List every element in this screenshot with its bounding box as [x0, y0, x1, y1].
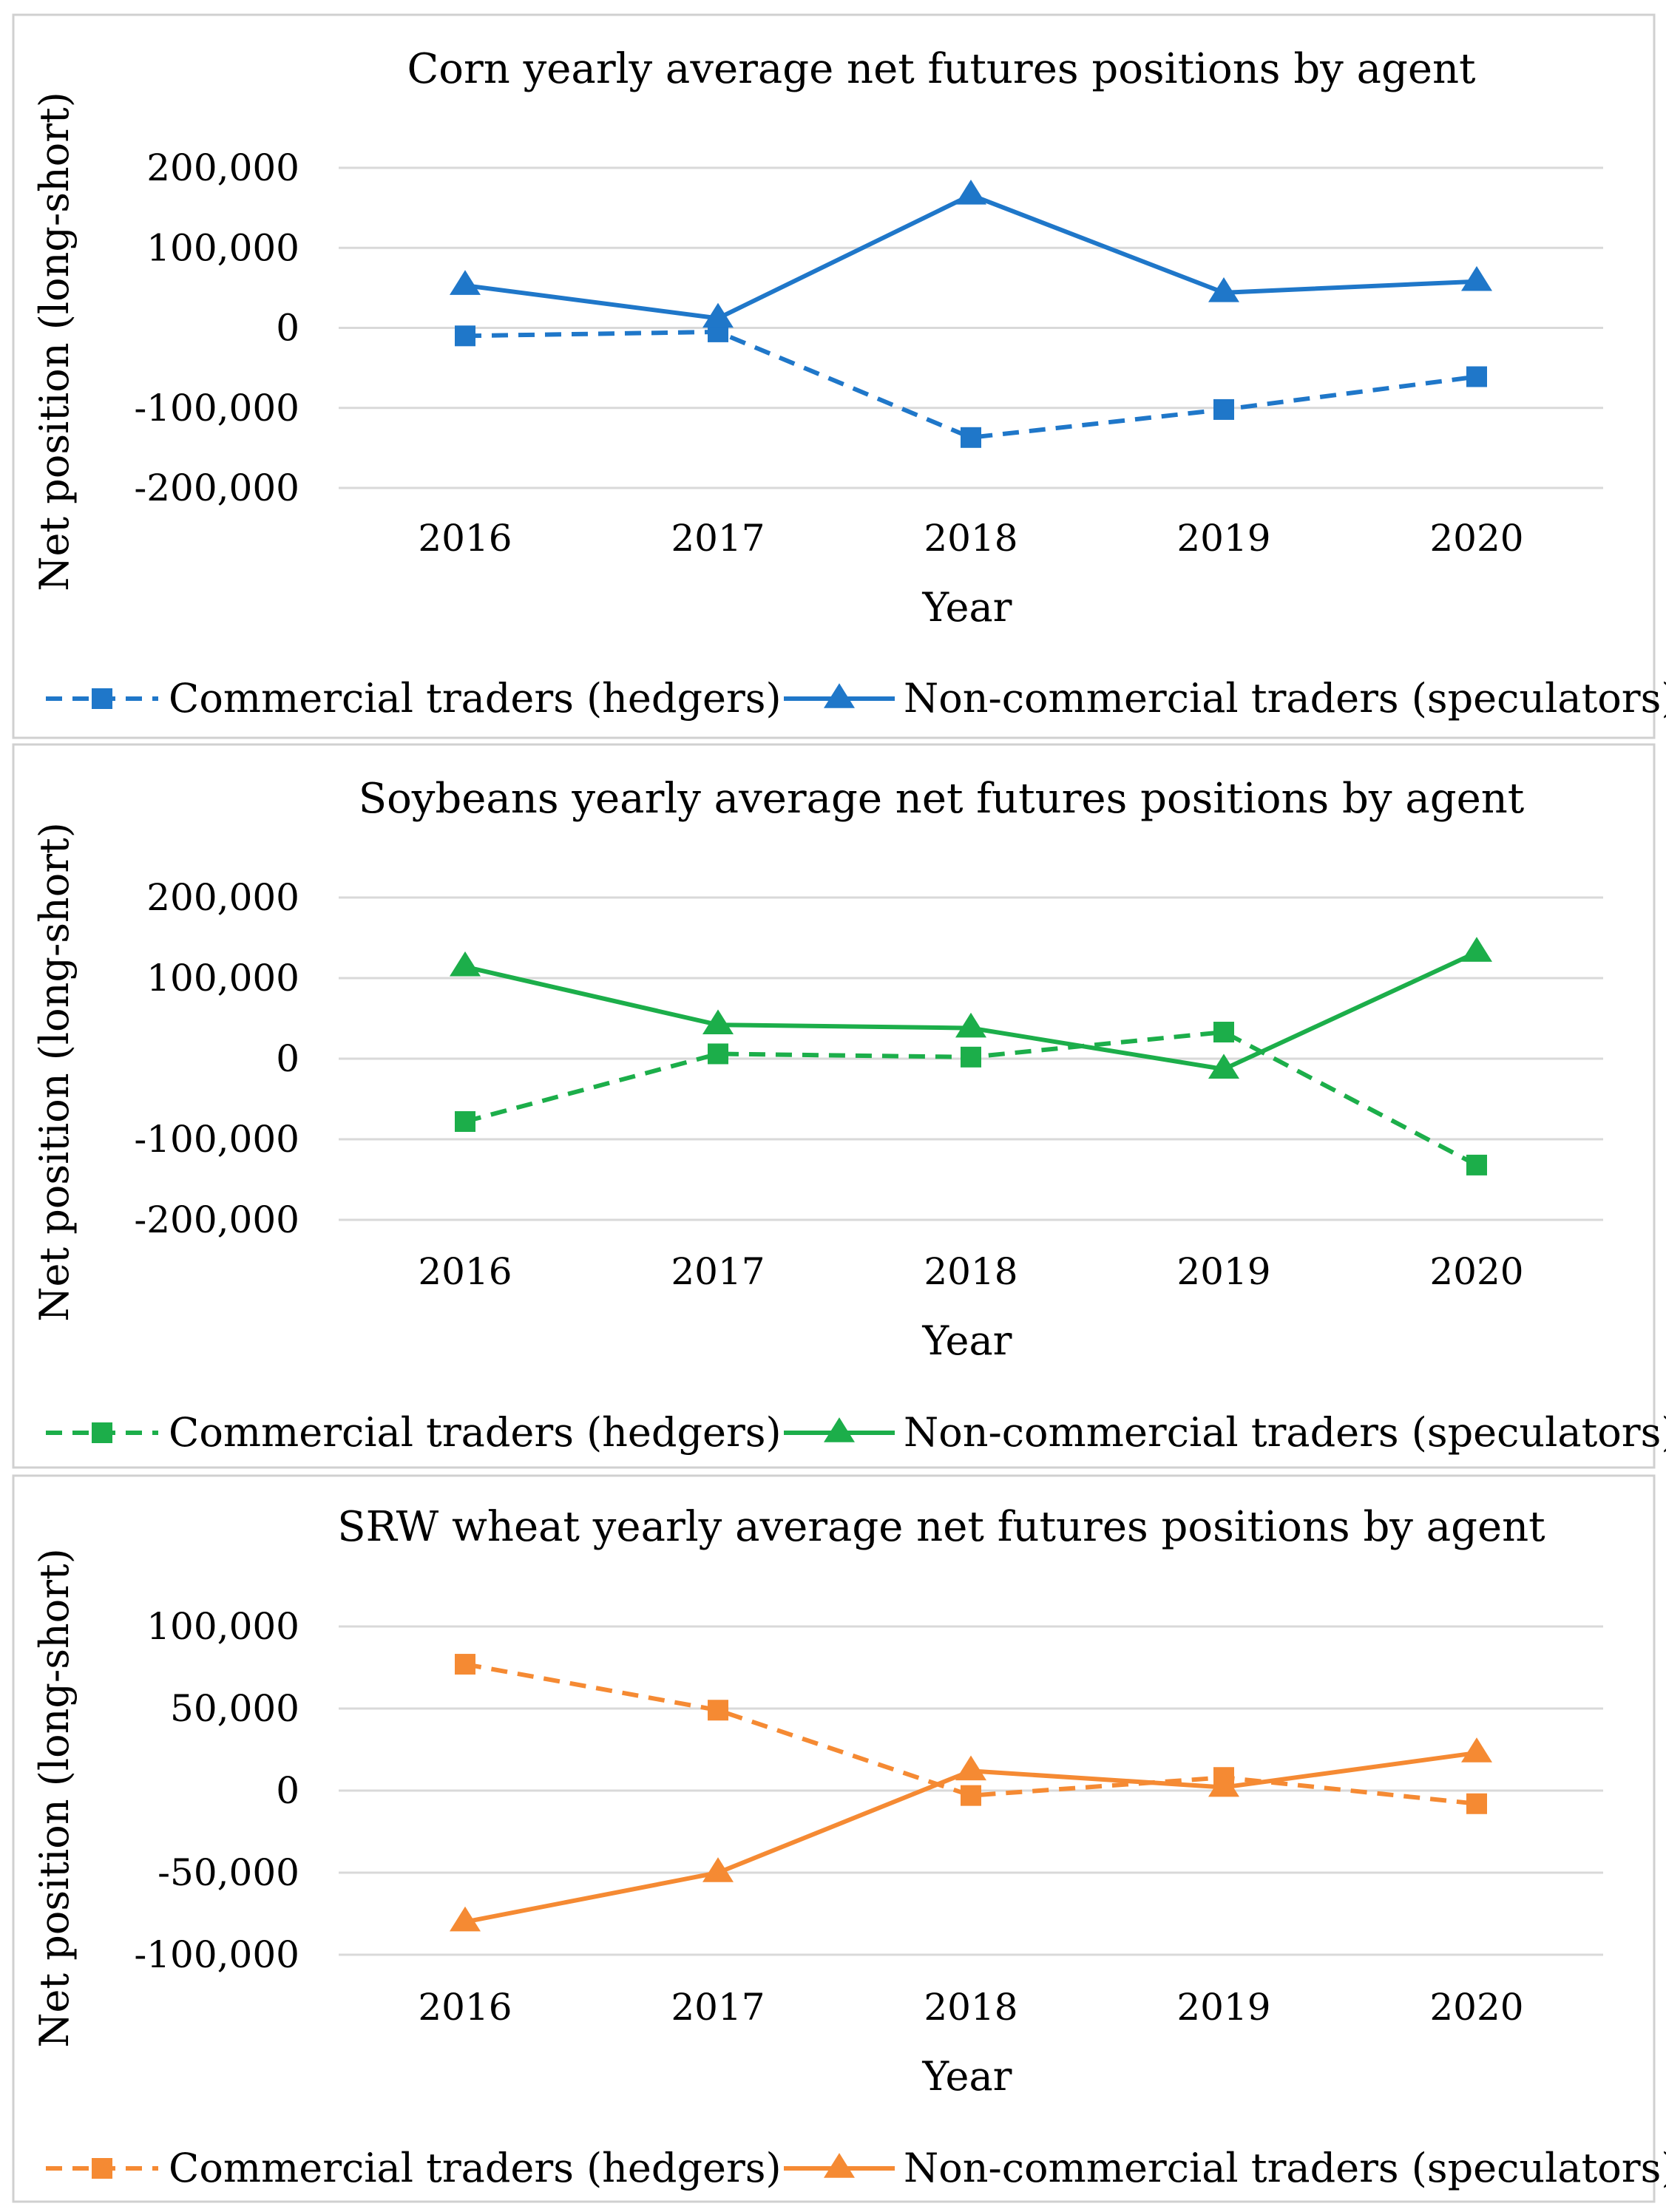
y-tick-label: -200,000: [134, 467, 299, 509]
legend-label-commercial: Commercial traders (hedgers): [169, 2145, 782, 2191]
y-tick-label: 100,000: [146, 957, 299, 1000]
y-tick-label: 0: [276, 1037, 299, 1080]
x-tick-label: 2018: [924, 517, 1017, 560]
legend-marker-triangle: [824, 2153, 855, 2178]
x-tick-label: 2017: [671, 1986, 765, 2029]
x-tick-label: 2019: [1176, 1250, 1270, 1293]
y-axis-title: Net position (long-short): [31, 92, 78, 591]
data-point-square: [455, 325, 475, 347]
y-tick-label: -100,000: [134, 387, 299, 430]
y-axis-title: Net position (long-short): [31, 822, 78, 1322]
y-tick-label: -100,000: [134, 1933, 299, 1976]
series-line-commercial: [464, 1662, 1477, 1806]
data-point-square: [961, 1046, 981, 1068]
y-tick-label: 200,000: [146, 876, 299, 919]
legend-marker-triangle: [824, 1417, 855, 1442]
data-point-triangle: [702, 302, 734, 328]
data-point-triangle: [955, 179, 986, 205]
x-tick-label: 2017: [671, 517, 765, 560]
data-point-triangle: [1461, 1737, 1492, 1763]
legend-marker-square: [92, 688, 112, 709]
data-point-triangle: [702, 1857, 734, 1882]
data-point-triangle: [1208, 277, 1239, 302]
data-point-triangle: [1208, 1054, 1239, 1079]
x-tick-label: 2020: [1429, 1986, 1523, 2029]
y-tick-label: -50,000: [158, 1851, 299, 1894]
data-point-triangle: [955, 1755, 986, 1781]
y-tick-label: 100,000: [146, 1605, 299, 1648]
data-point-square: [1466, 366, 1487, 387]
data-point-triangle: [1461, 265, 1492, 291]
x-tick-label: 2016: [418, 517, 512, 560]
chart-panel-2: Soybeans yearly average net futures posi…: [12, 743, 1666, 1469]
y-axis-title: Net position (long-short): [31, 1548, 78, 2048]
chart-title: Corn yearly average net futures position…: [407, 45, 1476, 93]
data-point-square: [1213, 398, 1234, 420]
x-tick-label: 2018: [924, 1986, 1017, 2029]
legend: Commercial traders (hedgers) Non-commerci…: [46, 2145, 1666, 2191]
y-tick-label: 200,000: [146, 146, 299, 189]
data-point-square: [961, 1785, 981, 1806]
data-point-triangle: [450, 1906, 481, 1932]
data-point-triangle: [450, 270, 481, 295]
data-point-square: [961, 427, 981, 448]
x-tick-label: 2016: [418, 1986, 512, 2029]
legend-marker-square: [92, 2158, 112, 2179]
x-tick-label: 2020: [1429, 517, 1523, 560]
legend-label-non-commercial: Non-commercial traders (speculators): [904, 675, 1666, 722]
y-tick-label: 0: [276, 1769, 299, 1812]
chart-panel-1: Corn yearly average net futures position…: [12, 13, 1666, 739]
legend-label-commercial: Commercial traders (hedgers): [169, 1409, 782, 1456]
x-tick-label: 2016: [418, 1250, 512, 1293]
chart-border: [12, 743, 1656, 1469]
data-point-square: [1466, 1793, 1487, 1814]
legend-marker-triangle: [824, 683, 855, 708]
y-tick-label: -200,000: [134, 1198, 299, 1241]
data-point-triangle: [450, 951, 481, 977]
legend: Commercial traders (hedgers) Non-commerci…: [46, 1409, 1666, 1456]
x-tick-label: 2017: [671, 1250, 765, 1293]
data-point-square: [708, 1700, 728, 1721]
chart-border: [12, 1474, 1656, 2203]
data-point-square: [1466, 1154, 1487, 1175]
y-tick-label: -100,000: [134, 1118, 299, 1161]
x-axis-title: Year: [922, 1317, 1012, 1364]
data-point-square: [708, 1043, 728, 1065]
data-point-square: [455, 1654, 475, 1675]
y-tick-label: 0: [276, 307, 299, 350]
x-axis-title: Year: [922, 584, 1012, 631]
legend-label-commercial: Commercial traders (hedgers): [169, 675, 782, 722]
legend-marker-square: [92, 1422, 112, 1443]
data-point-triangle: [1208, 1771, 1239, 1797]
data-point-square: [455, 1111, 475, 1133]
chart-panel-3: SRW wheat yearly average net futures pos…: [12, 1474, 1666, 2203]
legend-label-non-commercial: Non-commercial traders (speculators): [904, 2145, 1666, 2191]
legend: Commercial traders (hedgers) Non-commerci…: [46, 675, 1666, 722]
x-axis-title: Year: [922, 2053, 1012, 2100]
legend-label-non-commercial: Non-commercial traders (speculators): [904, 1409, 1666, 1456]
chart-title: SRW wheat yearly average net futures pos…: [337, 1503, 1545, 1551]
y-tick-label: 50,000: [170, 1687, 299, 1730]
x-tick-label: 2020: [1429, 1250, 1523, 1293]
chart-title: Soybeans yearly average net futures posi…: [359, 775, 1525, 823]
chart-border: [12, 13, 1656, 739]
data-point-triangle: [1461, 937, 1492, 962]
data-point-square: [1213, 1022, 1234, 1043]
data-point-triangle: [702, 1009, 734, 1034]
data-point-triangle: [955, 1012, 986, 1038]
x-tick-label: 2019: [1176, 517, 1270, 560]
x-tick-label: 2019: [1176, 1986, 1270, 2029]
series-line-commercial: [464, 329, 1477, 440]
x-tick-label: 2018: [924, 1250, 1017, 1293]
y-tick-label: 100,000: [146, 226, 299, 269]
